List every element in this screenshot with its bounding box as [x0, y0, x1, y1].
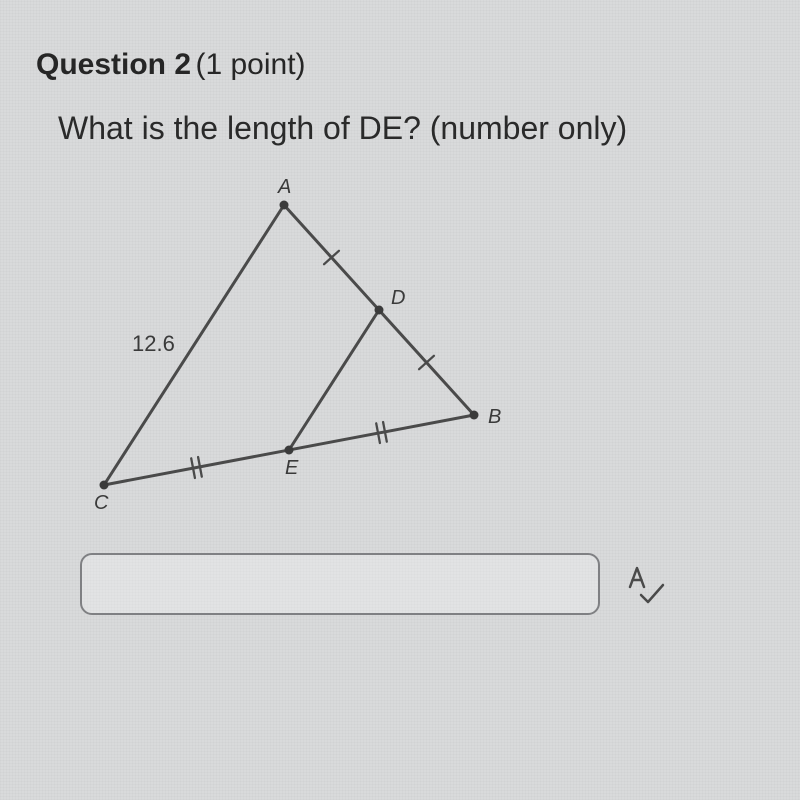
answer-row: [80, 553, 764, 615]
answer-input[interactable]: [80, 553, 600, 615]
triangle-figure: A B C D E 12.6: [74, 175, 764, 525]
svg-text:12.6: 12.6: [132, 331, 175, 356]
svg-text:D: D: [391, 287, 405, 309]
spellcheck-icon[interactable]: [624, 563, 666, 605]
question-points: (1 point): [195, 48, 305, 81]
question-number: Question 2: [36, 48, 191, 81]
svg-text:C: C: [94, 492, 109, 514]
svg-text:A: A: [277, 176, 291, 198]
question-prompt: What is the length of DE? (number only): [58, 110, 764, 147]
svg-text:B: B: [488, 406, 501, 428]
triangle-svg: A B C D E 12.6: [74, 175, 514, 525]
question-heading: Question 2 (1 point): [36, 48, 764, 82]
svg-text:E: E: [285, 457, 299, 479]
